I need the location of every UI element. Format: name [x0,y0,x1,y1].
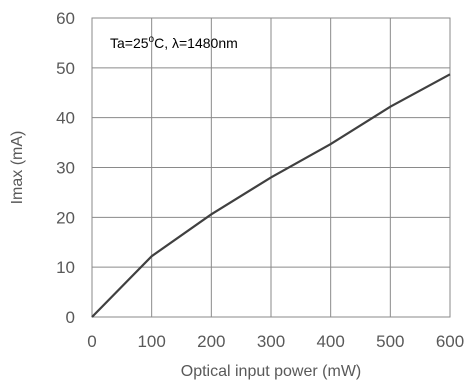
x-tick-label: 0 [87,332,96,351]
x-tick-label: 400 [316,332,344,351]
annotation-prefix: Ta=25 [110,35,149,51]
y-axis-title: Imax (mA) [9,131,26,205]
x-tick-label: 100 [137,332,165,351]
y-tick-label: 20 [56,208,75,227]
x-axis-title: Optical input power (mW) [181,363,362,380]
y-tick-label: 50 [56,59,75,78]
annotation-superscript: o [149,34,155,45]
x-tick-label: 500 [376,332,404,351]
x-tick-label: 200 [197,332,225,351]
y-tick-label: 30 [56,159,75,178]
series-layer [91,73,451,318]
y-tick-label: 40 [56,109,75,128]
y-tick-label: 0 [66,308,75,327]
series-line [91,73,451,318]
y-tick-labels: 0 10 20 30 40 50 60 [56,9,75,327]
x-tick-labels: 0 100 200 300 400 500 600 [87,332,464,351]
annotation-text: Ta=25oC, λ=1480nm [110,34,238,51]
annotation-suffix: C, λ=1480nm [154,35,238,51]
y-tick-label: 10 [56,258,75,277]
x-tick-label: 300 [257,332,285,351]
x-tick-label: 600 [436,332,464,351]
plot-frame [91,17,451,318]
grid [91,17,451,318]
y-tick-label: 60 [56,9,75,28]
